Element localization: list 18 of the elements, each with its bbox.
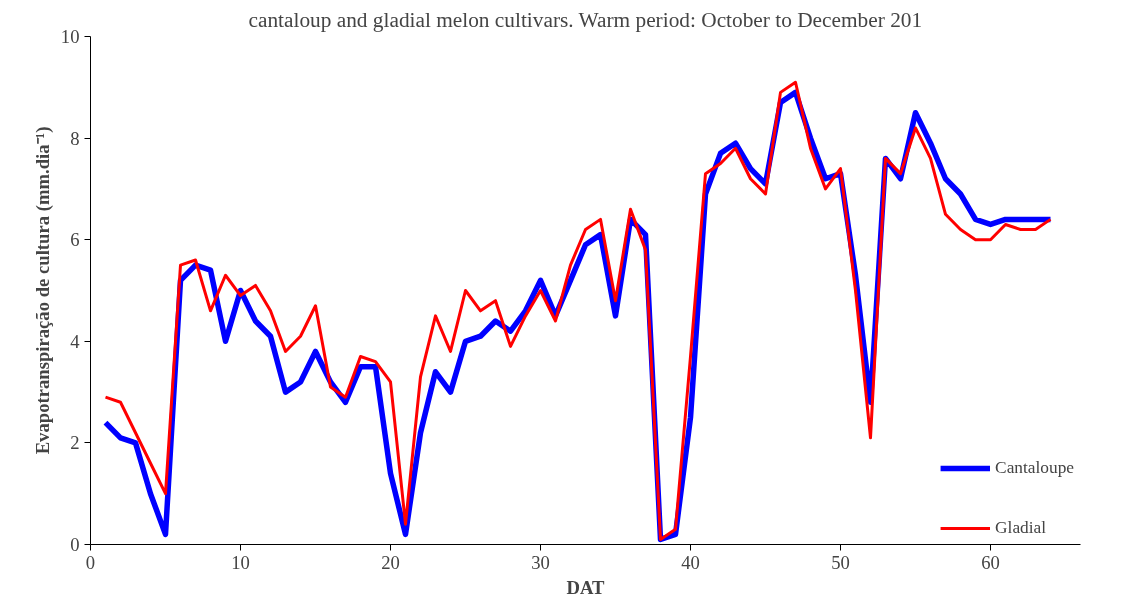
- y-tick-label: 0: [70, 534, 80, 555]
- legend-label: Gladial: [995, 518, 1047, 538]
- x-tick-label: 40: [681, 551, 700, 573]
- y-tick-label: 10: [60, 26, 80, 47]
- chart-title: cantaloup and gladial melon cultivars. Warm period: October to December 201: [248, 7, 923, 32]
- y-axis-title: Evapotranspiração de cultura (mm.dia⁻¹): [31, 126, 54, 455]
- legend-label: Cantaloupe: [995, 458, 1074, 478]
- x-tick-label: 10: [231, 551, 250, 573]
- x-axis-title: DAT: [566, 576, 606, 598]
- x-tick-label: 50: [831, 551, 850, 573]
- y-tick-label: 2: [70, 432, 80, 454]
- y-tick-label: 4: [70, 330, 81, 352]
- y-tick-label: 6: [70, 229, 80, 251]
- x-tick-label: 20: [381, 551, 400, 573]
- x-tick-label: 30: [531, 551, 550, 573]
- x-tick-label: 60: [981, 551, 1000, 573]
- y-tick-label: 8: [70, 127, 80, 149]
- x-tick-label: 0: [85, 551, 96, 573]
